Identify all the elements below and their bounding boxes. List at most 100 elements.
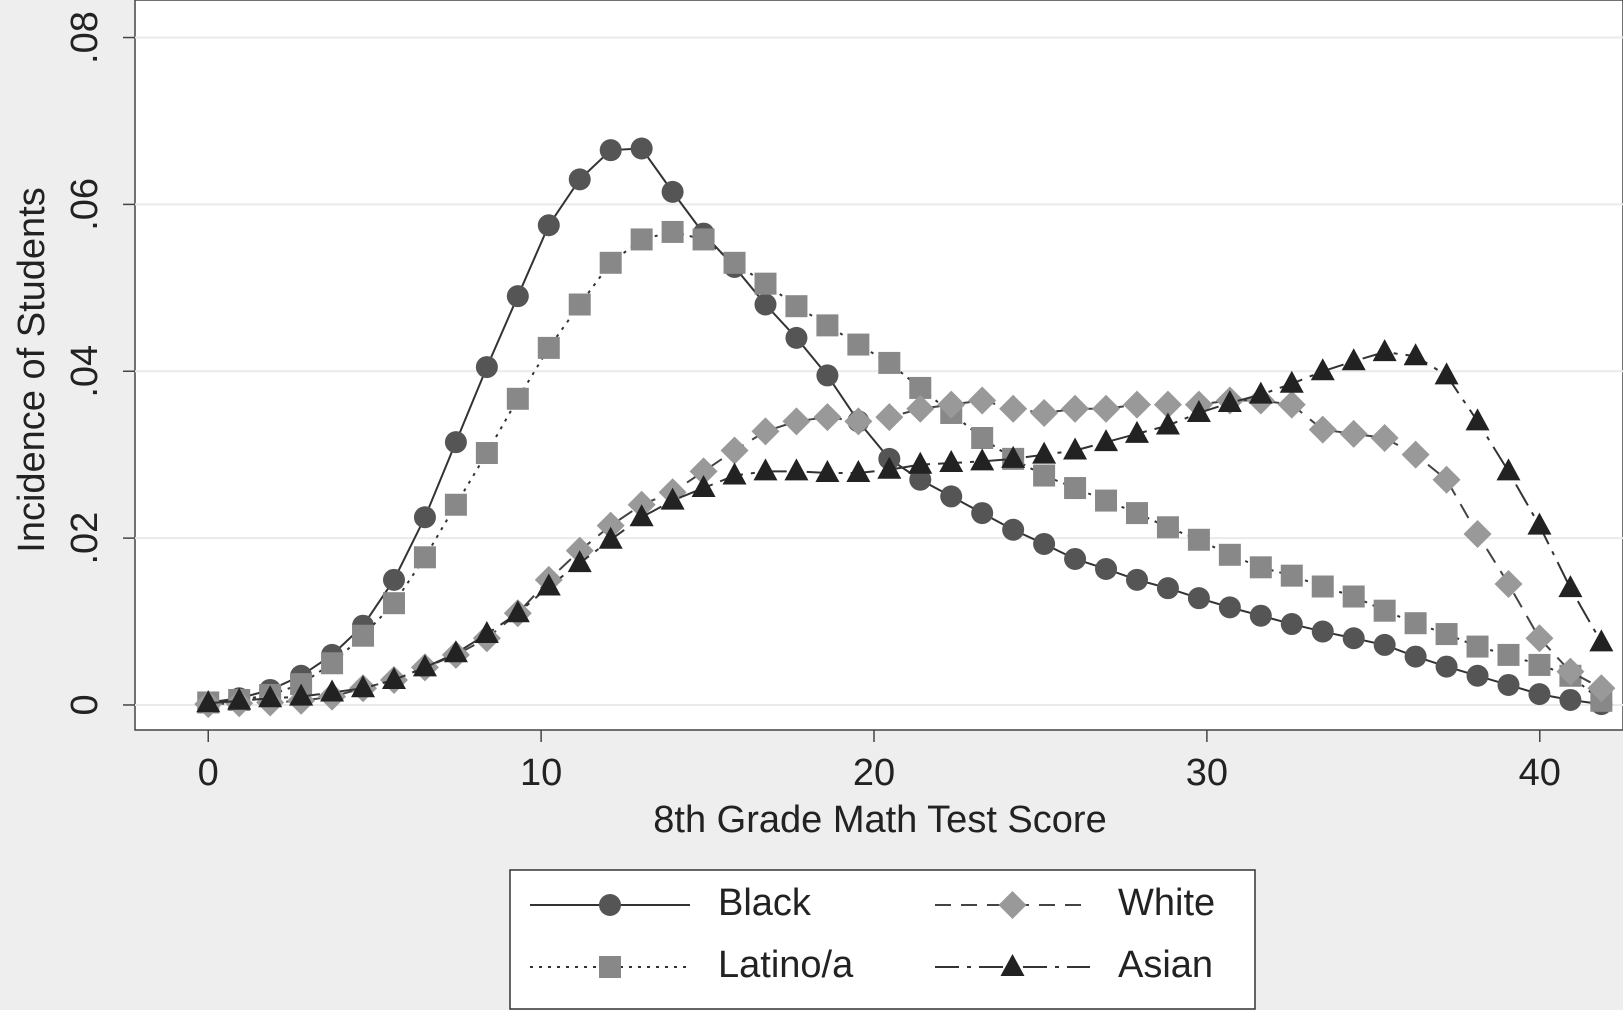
legend-label: Asian [1118,944,1213,986]
marker [1064,547,1087,570]
marker [289,683,314,706]
marker [1095,489,1118,512]
marker [1061,394,1090,423]
marker [1030,398,1059,427]
marker [720,436,749,465]
marker [599,251,622,274]
marker [1404,612,1427,635]
marker [1280,564,1303,587]
marker [1249,604,1272,627]
marker [816,314,839,337]
marker [909,468,932,491]
marker [754,293,777,316]
marker [1435,623,1458,646]
marker [1497,673,1520,696]
marker [1587,674,1616,703]
legend-marker [599,956,621,978]
marker [1033,532,1056,555]
marker [968,386,997,415]
marker [1373,633,1396,656]
marker [537,336,560,359]
marker [227,687,252,710]
x-axis-label: 8th Grade Math Test Score [653,799,1106,841]
marker [1124,420,1149,443]
marker [1092,394,1121,423]
x-tick-label: 40 [1519,752,1561,794]
marker [596,511,625,540]
marker [1310,358,1335,381]
y-tick-label: .02 [64,512,106,565]
marker [444,431,467,454]
marker [1001,445,1026,468]
marker [1556,657,1585,686]
marker [816,364,839,387]
marker [567,550,592,573]
marker [443,640,468,663]
marker [1155,412,1180,435]
marker [1494,570,1523,598]
marker [1280,613,1303,636]
marker [661,220,684,243]
marker [1435,655,1458,678]
marker [692,228,715,251]
marker [382,568,405,591]
marker [1589,629,1614,652]
marker [970,448,995,471]
marker [1217,389,1242,412]
marker [1186,399,1211,422]
legend-marker [998,891,1027,919]
series-line [208,351,1603,705]
x-tick-label: 10 [520,752,562,794]
marker [1528,683,1551,706]
marker [785,295,808,318]
marker [1279,370,1304,393]
marker [258,685,283,708]
marker [1527,512,1552,535]
marker [1033,464,1056,487]
marker [630,228,653,251]
marker [196,690,221,713]
marker [1559,688,1582,711]
marker [877,456,902,479]
marker [908,451,933,474]
marker [321,652,344,675]
marker [1465,408,1490,431]
marker [813,403,842,432]
marker [785,326,808,349]
legend-label: Black [718,882,812,924]
y-tick-label: .04 [64,345,106,398]
series-line [208,147,1602,706]
marker [660,487,685,510]
marker [1187,528,1210,551]
legend-marker [1000,954,1025,976]
marker [1311,575,1334,598]
marker [782,407,811,436]
marker [536,573,561,596]
marker [412,654,437,677]
marker [751,417,780,446]
marker [1002,518,1025,541]
marker [1342,627,1365,650]
marker [1248,381,1273,404]
y-tick-label: .08 [64,11,106,64]
marker [722,462,747,485]
marker [599,139,622,162]
marker [1125,502,1148,525]
marker [971,502,994,525]
marker [754,272,777,295]
marker [1156,516,1179,539]
marker [629,504,654,527]
marker [413,506,436,529]
marker [1341,348,1366,371]
marker [1122,390,1151,419]
marker [320,679,345,702]
marker [815,460,840,483]
marker [1497,643,1520,666]
marker [568,168,591,191]
marker [847,333,870,356]
marker [1528,653,1551,676]
marker [1432,465,1461,494]
marker [352,624,375,647]
marker [474,621,499,644]
marker [1434,362,1459,385]
